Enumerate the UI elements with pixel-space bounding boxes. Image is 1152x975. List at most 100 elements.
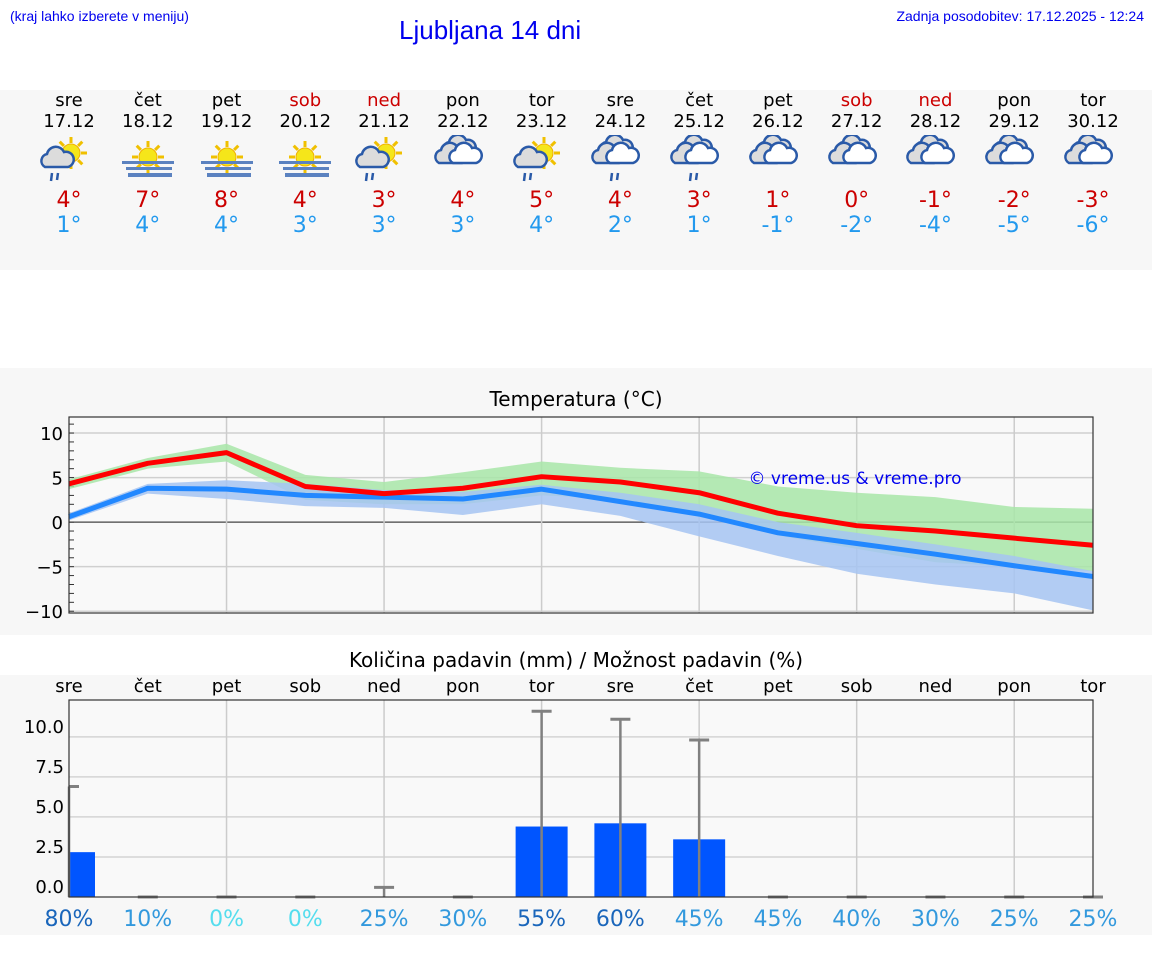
- overcast-icon: [895, 132, 975, 188]
- temperature-chart-title: Temperatura (°C): [489, 387, 663, 411]
- watermark: © vreme.us & vreme.pro: [748, 469, 961, 489]
- temperature-line: [68, 485, 1094, 579]
- overcast-rain-icon: [659, 132, 739, 188]
- day-label: sre: [607, 676, 634, 697]
- day-name: sre: [55, 90, 83, 111]
- overcast-icon: [974, 132, 1054, 188]
- day-column: pet 19.12 8° 4°: [187, 90, 267, 238]
- min-temp: -2°: [840, 213, 874, 238]
- day-label: tor: [529, 676, 555, 697]
- precip-chance: 25%: [360, 907, 409, 932]
- min-temp: 3°: [450, 213, 476, 238]
- day-date: 19.12: [200, 111, 253, 132]
- day-date: 24.12: [594, 111, 647, 132]
- day-date: 22.12: [437, 111, 489, 132]
- day-name: pon: [445, 90, 480, 111]
- overcast-icon: [423, 132, 503, 188]
- min-temp: -5°: [997, 213, 1031, 238]
- max-temp: 4°: [450, 188, 476, 213]
- day-column: sre 24.12 4° 2°: [580, 90, 660, 238]
- min-temp: 1°: [686, 213, 712, 238]
- day-column: tor 30.12 -3° -6°: [1053, 90, 1133, 238]
- y-tick-label: 2.5: [35, 837, 64, 858]
- last-update: Zadnja posodobitev: 17.12.2025 - 12:24: [896, 8, 1144, 24]
- day-date: 25.12: [673, 111, 725, 132]
- day-label: čet: [134, 676, 162, 697]
- day-name: čet: [685, 90, 714, 111]
- max-temp: 3°: [686, 188, 712, 213]
- y-tick-label: 10: [40, 424, 63, 445]
- max-temp: 5°: [529, 188, 555, 213]
- temperature-chart: 10 5 0 −5 −10 © vreme.us & vreme.pro: [25, 416, 1094, 623]
- day-label: ned: [919, 676, 953, 697]
- precip-chance: 45%: [675, 907, 724, 932]
- precip-chance: 30%: [911, 907, 960, 932]
- day-column: ned 21.12 3° 3°: [344, 90, 424, 238]
- forecast-strip: sre 17.12 4° 1° čet 18.12 7° 4° pet 19.12 …: [0, 90, 1152, 270]
- day-column: pon 29.12 -2° -5°: [974, 90, 1054, 238]
- precipitation-bar: [69, 852, 95, 897]
- sun-fog-icon: [265, 132, 345, 188]
- overcast-icon: [1053, 132, 1133, 188]
- max-temp: -1°: [918, 188, 952, 213]
- day-name: tor: [1080, 90, 1106, 111]
- day-label: čet: [685, 676, 713, 697]
- day-name: pet: [763, 90, 793, 111]
- day-column: sre 17.12 4° 1°: [29, 90, 109, 238]
- city-menu-hint: (kraj lahko izberete v meniju): [10, 8, 189, 24]
- precip-chance: 45%: [753, 907, 802, 932]
- day-name: sob: [840, 90, 873, 111]
- day-label: pet: [212, 676, 242, 697]
- day-date: 27.12: [830, 111, 883, 132]
- sun-cloud-rain-icon: [29, 132, 109, 188]
- day-name: tor: [528, 90, 555, 111]
- day-column: sob 20.12 4° 3°: [265, 90, 345, 238]
- day-date: 17.12: [43, 111, 95, 132]
- precip-chance: 40%: [832, 907, 881, 932]
- y-tick-label: 0.0: [35, 877, 64, 898]
- precip-chance: 0%: [288, 907, 323, 932]
- max-temp: 8°: [214, 188, 240, 213]
- precip-chance: 0%: [209, 907, 244, 932]
- temperature-line: [68, 450, 1094, 548]
- precip-chance: 55%: [517, 907, 566, 932]
- overcast-icon: [738, 132, 818, 188]
- day-label: sob: [289, 676, 321, 697]
- day-date: 29.12: [988, 111, 1040, 132]
- day-date: 28.12: [909, 111, 962, 132]
- sun-fog-icon: [108, 132, 188, 188]
- day-date: 21.12: [358, 111, 410, 132]
- day-label: pon: [446, 676, 480, 697]
- max-temp: 0°: [844, 188, 870, 213]
- day-label: ned: [367, 676, 401, 697]
- precip-chance: 25%: [990, 907, 1039, 932]
- min-temp: 1°: [56, 213, 82, 238]
- sun-fog-icon: [187, 132, 267, 188]
- day-column: ned 28.12 -1° -4°: [895, 90, 975, 238]
- max-temp: 4°: [56, 188, 82, 213]
- max-temp: -2°: [997, 188, 1031, 213]
- y-tick-label: 5.0: [35, 797, 64, 818]
- y-tick-label: 5: [52, 469, 63, 490]
- precip-chance: 30%: [438, 907, 487, 932]
- min-temp: 3°: [292, 213, 318, 238]
- day-name: ned: [367, 90, 402, 111]
- max-temp: 4°: [607, 188, 633, 213]
- max-temp: 1°: [765, 188, 791, 213]
- page-title: Ljubljana 14 dni: [399, 15, 582, 45]
- day-label: pet: [763, 676, 793, 697]
- sun-cloud-rain-icon: [502, 132, 582, 188]
- precipitation-chart: sre čet pet sob ned pon tor sre čet pet sob ned pon t…: [24, 676, 1118, 932]
- day-label: pon: [997, 676, 1031, 697]
- day-column: čet 25.12 3° 1°: [659, 90, 739, 238]
- day-date: 18.12: [122, 111, 174, 132]
- day-date: 23.12: [515, 111, 568, 132]
- day-date: 30.12: [1067, 111, 1119, 132]
- day-date: 20.12: [279, 111, 332, 132]
- min-temp: 2°: [607, 213, 633, 238]
- max-temp: 3°: [371, 188, 397, 213]
- day-label: tor: [1080, 676, 1106, 697]
- day-name: sre: [606, 90, 635, 111]
- precip-chance: 80%: [45, 907, 94, 932]
- overcast-icon: [817, 132, 897, 188]
